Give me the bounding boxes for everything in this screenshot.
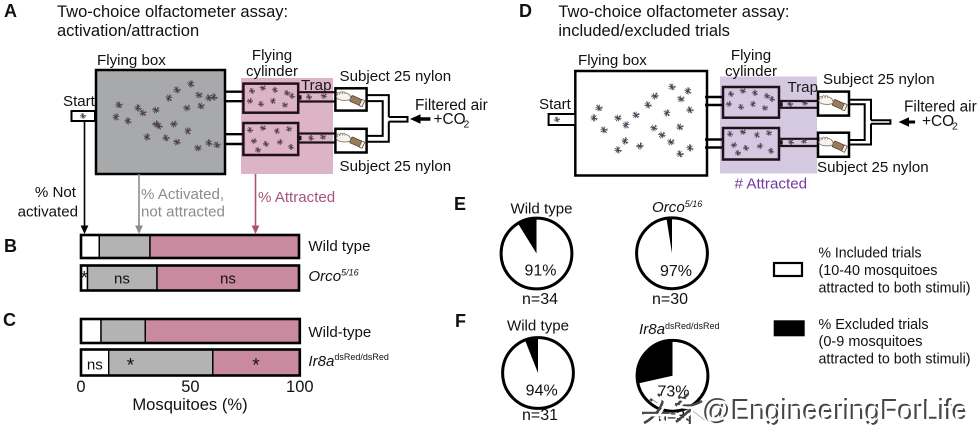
svg-text:(10-40 mosquitoes: (10-40 mosquitoes [819, 262, 938, 279]
svg-text:*: * [252, 356, 260, 377]
svg-text:(0-9 mosquitoes: (0-9 mosquitoes [819, 333, 923, 350]
svg-text:Ir8adsRed/dsRed: Ir8adsRed/dsRed [639, 321, 720, 338]
svg-text:Wild type: Wild type [510, 201, 572, 218]
svg-text:91%: 91% [524, 263, 556, 280]
svg-text:E: E [454, 194, 466, 214]
svg-text:cylinder: cylinder [246, 63, 298, 80]
svg-text:F: F [455, 311, 466, 331]
svg-text:50: 50 [181, 378, 199, 396]
svg-text:73%: 73% [657, 384, 689, 401]
svg-text:n=34: n=34 [522, 291, 558, 308]
svg-text:97%: 97% [660, 263, 692, 280]
svg-text:D: D [519, 1, 532, 21]
svg-text:Start: Start [63, 93, 96, 110]
svg-text:Filtered air: Filtered air [904, 99, 977, 116]
svg-text:Wild-type: Wild-type [308, 324, 371, 341]
svg-text:ns: ns [220, 271, 236, 288]
svg-text:% Not: % Not [35, 184, 77, 201]
svg-text:% Included trials: % Included trials [819, 245, 922, 262]
svg-text:cylinder: cylinder [725, 63, 777, 80]
svg-text:Wild type: Wild type [507, 318, 569, 335]
svg-text:Mosquitoes (%): Mosquitoes (%) [132, 395, 247, 414]
svg-text:Filtered air: Filtered air [415, 97, 488, 114]
svg-text:100: 100 [286, 378, 314, 396]
svg-text:2: 2 [952, 121, 958, 133]
svg-text:n=30: n=30 [652, 291, 688, 308]
svg-text:Flying: Flying [252, 47, 292, 64]
svg-text:n=31: n=31 [522, 407, 558, 424]
svg-text:Flying box: Flying box [97, 52, 166, 69]
svg-text:Orco5/16: Orco5/16 [652, 199, 702, 216]
svg-text:*: * [81, 268, 88, 288]
svg-text:attracted to both stimuli): attracted to both stimuli) [819, 351, 971, 368]
svg-text:not attracted: not attracted [141, 204, 225, 221]
svg-text:0: 0 [76, 378, 85, 396]
svg-text:Start: Start [539, 96, 572, 113]
svg-text:94%: 94% [526, 383, 558, 400]
svg-text:activation/attraction: activation/attraction [57, 22, 199, 40]
svg-text:Subject 25 nylon: Subject 25 nylon [340, 68, 452, 85]
svg-text:Orco5/16: Orco5/16 [308, 268, 358, 286]
svg-text:Ir8adsRed/dsRed: Ir8adsRed/dsRed [308, 352, 389, 370]
svg-text:2: 2 [464, 119, 470, 131]
svg-text:B: B [4, 236, 17, 256]
svg-text:activated: activated [18, 204, 78, 221]
svg-text:% Excluded trials: % Excluded trials [819, 316, 929, 333]
svg-text:+CO: +CO [434, 111, 466, 128]
svg-text:Trap: Trap [301, 77, 331, 94]
svg-text:C: C [3, 310, 16, 330]
svg-text:Subject 25 nylon: Subject 25 nylon [823, 71, 935, 88]
svg-text:Two-choice olfactometer assay:: Two-choice olfactometer assay: [558, 3, 789, 21]
svg-text:@EngineeringForLife: @EngineeringForLife [704, 396, 969, 428]
svg-text:attracted to both stimuli): attracted to both stimuli) [819, 280, 971, 297]
svg-text:+CO: +CO [922, 113, 954, 130]
svg-text:Subject 25 nylon: Subject 25 nylon [817, 159, 929, 176]
svg-text:# Attracted: # Attracted [735, 175, 808, 192]
svg-text:Flying box: Flying box [578, 52, 647, 69]
svg-text:Wild type: Wild type [308, 238, 370, 255]
svg-text:Trap: Trap [788, 79, 818, 96]
svg-text:Two-choice olfactometer assay:: Two-choice olfactometer assay: [57, 3, 288, 21]
svg-text:Flying: Flying [731, 47, 771, 64]
svg-text:% Attracted: % Attracted [258, 189, 335, 206]
svg-text:Subject 25 nylon: Subject 25 nylon [340, 158, 452, 175]
svg-text:included/excluded trials: included/excluded trials [558, 22, 730, 40]
svg-text:% Activated,: % Activated, [141, 186, 224, 203]
svg-text:*: * [127, 356, 135, 377]
svg-text:ns: ns [114, 271, 130, 288]
svg-text:A: A [4, 1, 17, 21]
svg-text:ns: ns [87, 357, 103, 374]
svg-text:@EngineeringForLife: @EngineeringForLife [702, 394, 967, 426]
